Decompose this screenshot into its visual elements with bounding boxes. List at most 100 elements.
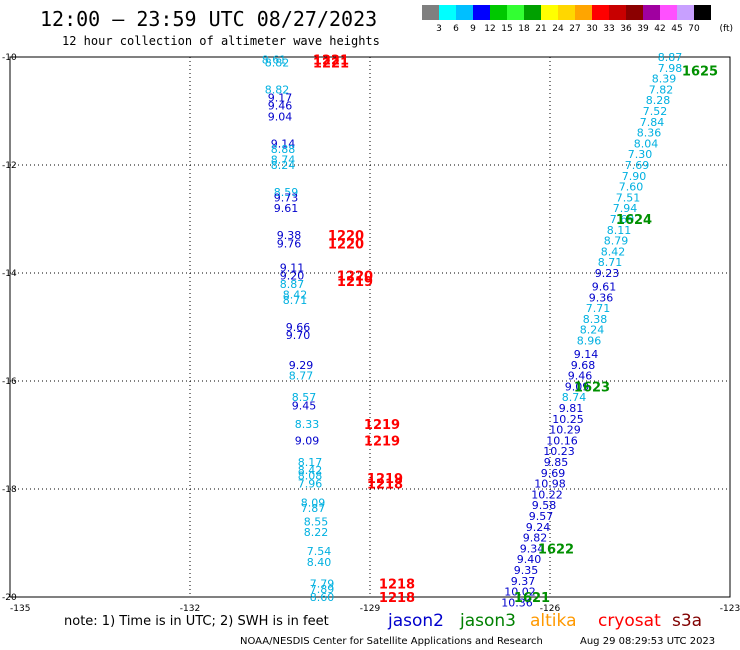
wave-height-value: 9.57 (529, 510, 554, 523)
wave-height-value: 10.22 (531, 488, 563, 501)
colorbar-label: 33 (603, 24, 614, 34)
wave-height-value: 9.40 (517, 553, 542, 566)
colorbar-swatch (609, 5, 626, 20)
colorbar-swatch (592, 5, 609, 20)
wave-height-value: 9.46 (268, 100, 293, 113)
wave-height-value: 7.51 (616, 191, 641, 204)
wave-height-value: 9.61 (274, 202, 299, 215)
colorbar-swatch (524, 5, 541, 20)
wave-height-value: 8.28 (646, 94, 671, 107)
wave-height-value: 7.52 (643, 105, 668, 118)
wave-height-value: 8.74 (562, 391, 587, 404)
legend-entry-jason2: jason2 (387, 611, 444, 631)
chart-title: 12:00 — 23:59 UTC 08/27/2023 (40, 7, 377, 31)
wave-height-value: 9.61 (592, 281, 617, 294)
colorbar-label: 42 (654, 24, 665, 34)
chart-subtitle: 12 hour collection of altimeter wave hei… (62, 34, 380, 48)
wave-height-value: 7.96 (298, 478, 323, 491)
wave-height-value: 9.14 (574, 348, 599, 361)
wave-height-value: 7.98 (658, 62, 683, 75)
wave-height-value: 8.04 (634, 137, 659, 150)
pass-number-label: 1219 (337, 275, 373, 290)
y-tick-label: -18 (2, 485, 17, 495)
wave-height-value: 8.33 (295, 418, 320, 431)
pass-number-label: 1220 (337, 270, 373, 285)
wave-height-value: 9.04 (268, 110, 293, 123)
wave-height-value: 7.94 (613, 202, 638, 215)
wave-height-value: 9.37 (511, 575, 536, 588)
pass-number-label: 1622 (538, 542, 574, 557)
wave-height-value: 8.82 (265, 56, 290, 69)
colorbar-swatch (439, 5, 456, 20)
wave-height-value: 8.40 (307, 556, 332, 569)
colorbar-swatch (473, 5, 490, 20)
wave-height-value: 8.87 (658, 51, 683, 64)
colorbar-label: 36 (620, 24, 632, 34)
wave-height-value: 9.70 (286, 329, 311, 342)
colorbar-swatch (575, 5, 592, 20)
wave-height-value: 8.79 (604, 235, 629, 248)
wave-height-value: 8.88 (271, 143, 296, 156)
wave-height-value: 8.38 (583, 313, 608, 326)
wave-height-value: 8.55 (304, 515, 329, 528)
wave-height-value: 8.42 (601, 245, 626, 258)
y-tick-label: -16 (2, 377, 17, 387)
wave-height-value: 7.87 (301, 502, 326, 515)
colorbar-swatch (507, 5, 524, 20)
colorbar-swatch (456, 5, 473, 20)
wave-height-value: 8.57 (292, 391, 317, 404)
wave-height-value: 9.29 (289, 359, 314, 372)
wave-height-value: 9.24 (526, 521, 551, 534)
wave-height-value: 8.42 (283, 289, 308, 302)
wave-height-value: 8.11 (607, 224, 632, 237)
x-tick-label: -132 (180, 604, 200, 614)
wave-height-value: 7.89 (310, 583, 335, 596)
wave-height-value: 9.82 (523, 532, 548, 545)
wave-height-value: 9.68 (571, 359, 596, 372)
wave-height-value: 9.85 (544, 456, 569, 469)
colorbar-swatch (490, 5, 507, 20)
wave-height-value: 8.96 (577, 335, 602, 348)
x-tick-label: -123 (720, 604, 740, 614)
colorbar-label: 9 (470, 24, 476, 34)
wave-height-value: 7.71 (586, 302, 611, 315)
pass-number-label: 1218 (379, 578, 415, 593)
wave-height-value: 7.82 (649, 83, 674, 96)
pass-number-label: 1621 (514, 591, 550, 606)
wave-height-value: 9.58 (532, 499, 557, 512)
wave-height-value: 9.36 (589, 291, 614, 304)
pass-number-label: 1219 (364, 434, 400, 449)
note-text: note: 1) Time is in UTC; 2) SWH is in fe… (64, 614, 329, 629)
pass-number-label: 1623 (574, 380, 610, 395)
wave-height-value: 10.16 (546, 434, 578, 447)
wave-height-value: 8.36 (637, 127, 662, 140)
wave-height-value: 8.24 (580, 324, 605, 337)
colorbar-label: 12 (484, 24, 495, 34)
pass-number-label: 1219 (367, 472, 403, 487)
y-tick-label: -10 (2, 53, 17, 63)
wave-height-value: 9.45 (292, 399, 317, 412)
wave-height-value: 9.69 (541, 467, 566, 480)
wave-height-value: 7.69 (625, 159, 650, 172)
colorbar-label: 24 (552, 24, 564, 34)
colorbar-swatch (694, 5, 711, 20)
wave-height-value: 10.02 (504, 586, 536, 599)
wave-height-value: 8.08 (298, 470, 323, 483)
x-tick-label: -126 (540, 604, 561, 614)
timestamp-text: Aug 29 08:29:53 UTC 2023 (580, 636, 715, 647)
wave-height-value: 9.11 (280, 262, 305, 275)
pass-number-label: 1218 (379, 591, 415, 606)
colorbar-swatch (541, 5, 558, 20)
wave-height-value: 8.09 (301, 497, 326, 510)
colorbar-swatch (422, 5, 439, 20)
pass-number-label: 1220 (328, 237, 364, 252)
x-tick-label: -129 (360, 604, 381, 614)
wave-height-value: 7.90 (622, 170, 647, 183)
wave-height-value: 7.54 (307, 545, 332, 558)
wave-height-value: 8.59 (274, 186, 299, 199)
pass-number-label: 1221 (313, 54, 349, 69)
wave-height-value: 7.60 (619, 181, 644, 194)
wave-height-value: 7.69 (610, 213, 635, 226)
colorbar-unit: (ft) (719, 24, 733, 34)
wave-height-value: 8.71 (598, 256, 623, 269)
